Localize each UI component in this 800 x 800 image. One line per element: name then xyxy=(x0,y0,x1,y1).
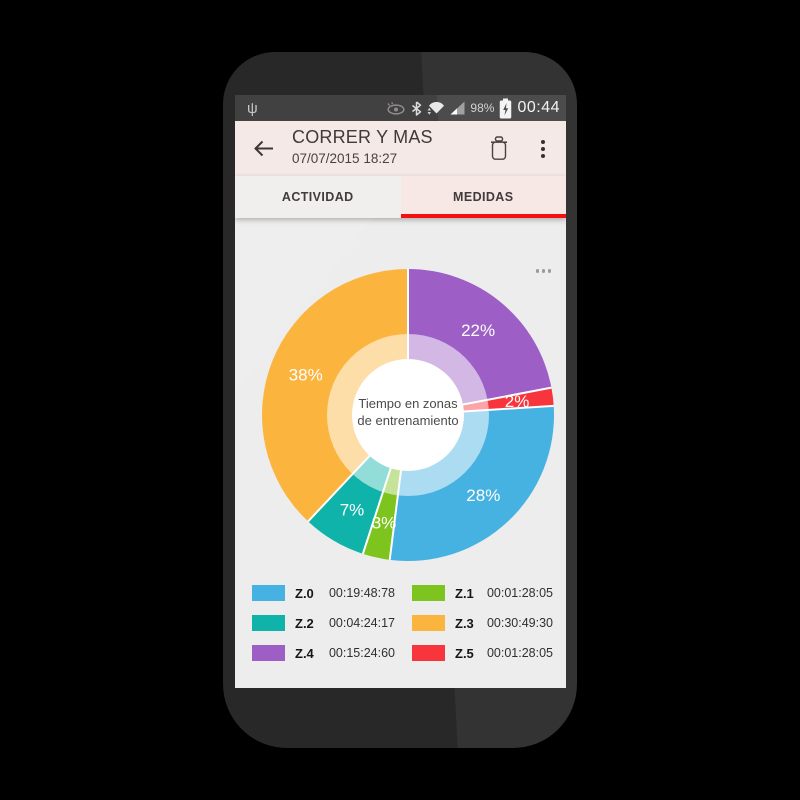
status-bar: ψ xyxy=(235,95,566,121)
clock-text: 00:44 xyxy=(517,99,560,116)
page-title: CORRER Y MAS xyxy=(292,127,433,147)
legend-swatch-Z.3 xyxy=(412,615,445,631)
eye-notification-icon xyxy=(386,101,406,115)
usb-icon: ψ xyxy=(247,99,258,117)
legend-zone-time: 00:19:48:78 xyxy=(328,586,395,600)
legend-zone-time: 00:01:28:05 xyxy=(486,586,553,600)
legend-zone-label: Z.4 xyxy=(295,645,314,661)
phone-screen: ψ xyxy=(235,95,566,688)
wifi-icon xyxy=(427,101,445,116)
battery-charging-icon xyxy=(499,98,512,119)
pie-percent-label-Z.4: 22% xyxy=(461,321,495,340)
pie-percent-label-Z.0: 28% xyxy=(466,486,500,505)
legend-item-Z.3: Z.3 00:30:49:30 xyxy=(412,615,553,631)
chart-options-ellipsis-icon[interactable] xyxy=(533,266,555,276)
measures-panel: 22% 2% 28% 3% 7% 38% Tiempo en zonas de entrena… xyxy=(235,218,566,688)
legend-zone-label: Z.2 xyxy=(295,615,314,631)
tab-medidas[interactable]: MEDIDAS xyxy=(400,176,566,218)
chart-center-title-line1: Tiempo en zonas xyxy=(358,396,458,411)
legend-zone-time: 00:01:28:05 xyxy=(486,646,553,660)
legend-swatch-Z.1 xyxy=(412,585,445,601)
battery-percent: 98% xyxy=(470,101,495,115)
bluetooth-icon xyxy=(411,100,422,116)
overflow-menu-icon[interactable] xyxy=(536,136,550,161)
pie-percent-label-Z.2: 7% xyxy=(340,501,365,520)
back-arrow-icon[interactable] xyxy=(253,140,275,157)
legend-zone-time: 00:30:49:30 xyxy=(486,616,553,630)
legend-swatch-Z.5 xyxy=(412,645,445,661)
pie-percent-label-Z.1: 3% xyxy=(372,513,397,532)
legend-item-Z.2: Z.2 00:04:24:17 xyxy=(252,615,395,631)
legend-swatch-Z.4 xyxy=(252,645,285,661)
legend-zone-label: Z.0 xyxy=(295,585,314,601)
zones-legend: Z.0 00:19:48:78 Z.1 00:01:28:05 Z.2 00:04:24:… xyxy=(252,585,553,661)
trash-icon[interactable] xyxy=(488,136,510,161)
app-header: CORRER Y MAS 07/07/2015 18:27 xyxy=(235,121,566,176)
legend-zone-time: 00:15:24:60 xyxy=(328,646,395,660)
legend-zone-label: Z.1 xyxy=(455,585,474,601)
legend-item-Z.4: Z.4 00:15:24:60 xyxy=(252,645,395,661)
legend-zone-time: 00:04:24:17 xyxy=(328,616,395,630)
cell-signal-icon xyxy=(450,101,465,115)
legend-item-Z.1: Z.1 00:01:28:05 xyxy=(412,585,553,601)
pie-percent-label-Z.5: 2% xyxy=(505,392,530,411)
page-subtitle-datetime: 07/07/2015 18:27 xyxy=(292,151,398,166)
legend-zone-label: Z.3 xyxy=(455,615,474,631)
legend-swatch-Z.2 xyxy=(252,615,285,631)
tab-bar: ACTIVIDAD MEDIDAS xyxy=(235,176,566,218)
legend-item-Z.5: Z.5 00:01:28:05 xyxy=(412,645,553,661)
legend-zone-label: Z.5 xyxy=(455,645,474,661)
legend-swatch-Z.0 xyxy=(252,585,285,601)
tab-actividad[interactable]: ACTIVIDAD xyxy=(235,176,401,218)
legend-item-Z.0: Z.0 00:19:48:78 xyxy=(252,585,395,601)
chart-center-title-line2: de entrenamiento xyxy=(357,413,458,428)
phone-frame: ψ xyxy=(223,52,577,748)
training-zones-donut-chart: 22% 2% 28% 3% 7% 38% Tiempo en zonas de entrena… xyxy=(260,267,556,563)
pie-percent-label-Z.3: 38% xyxy=(289,365,323,384)
